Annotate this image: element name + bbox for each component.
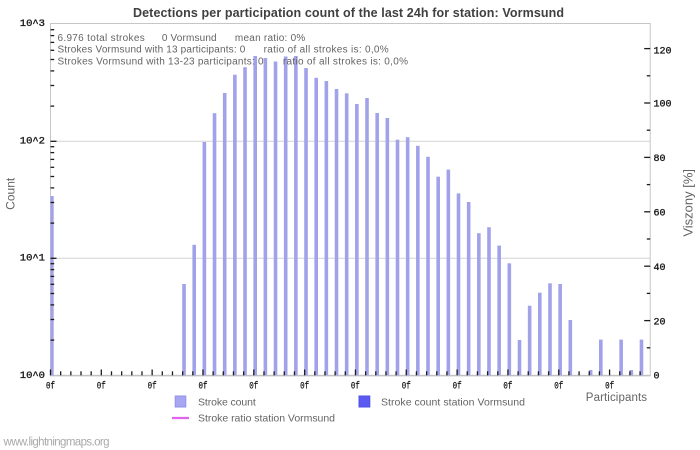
svg-text:Stroke count: Stroke count [198,397,256,409]
svg-text:Detections per participation c: Detections per participation count of th… [133,6,564,20]
svg-text:Strokes Vormsund with 13-23 pa: Strokes Vormsund with 13-23 participants… [58,56,265,67]
svg-text:60: 60 [654,209,666,220]
svg-text:Count: Count [3,177,17,210]
svg-text:0f: 0f [46,380,55,391]
svg-text:100: 100 [654,100,672,111]
svg-text:0f: 0f [453,380,462,391]
svg-text:0: 0 [654,372,660,383]
svg-text:20: 20 [654,317,666,328]
svg-text:6.976 total strokes: 6.976 total strokes [58,33,145,44]
svg-text:0f: 0f [402,380,411,391]
svg-text:Stroke count station Vormsund: Stroke count station Vormsund [381,397,525,409]
svg-text:10^0: 10^0 [20,370,45,382]
svg-text:www.lightningmaps.org: www.lightningmaps.org [3,437,110,449]
svg-text:10^2: 10^2 [20,136,45,148]
svg-text:0f: 0f [97,380,106,391]
svg-text:40: 40 [654,263,666,274]
svg-text:0f: 0f [300,380,309,391]
svg-text:Participants: Participants [586,392,647,404]
svg-text:0f: 0f [148,380,157,391]
svg-text:0 Vormsund: 0 Vormsund [162,33,217,44]
svg-text:0f: 0f [605,380,614,391]
svg-text:mean ratio: 0%: mean ratio: 0% [235,33,305,44]
svg-text:80: 80 [654,154,666,165]
svg-text:0f: 0f [198,380,207,391]
svg-text:Stroke ratio station Vormsund: Stroke ratio station Vormsund [198,413,335,425]
svg-text:10^3: 10^3 [20,18,45,30]
svg-text:Strokes Vormsund with 13 parti: Strokes Vormsund with 13 participants: 0 [58,45,246,56]
svg-text:0f: 0f [554,380,563,391]
svg-text:0f: 0f [503,380,512,391]
svg-text:Viszony [%]: Viszony [%] [680,169,695,237]
svg-text:120: 120 [654,47,672,58]
svg-text:0f: 0f [351,380,360,391]
svg-text:ratio of all strokes is: 0,0%: ratio of all strokes is: 0,0% [283,56,408,67]
svg-text:ratio of all strokes is: 0,0%: ratio of all strokes is: 0,0% [264,45,389,56]
svg-text:0f: 0f [249,380,258,391]
svg-text:10^1: 10^1 [20,253,45,265]
